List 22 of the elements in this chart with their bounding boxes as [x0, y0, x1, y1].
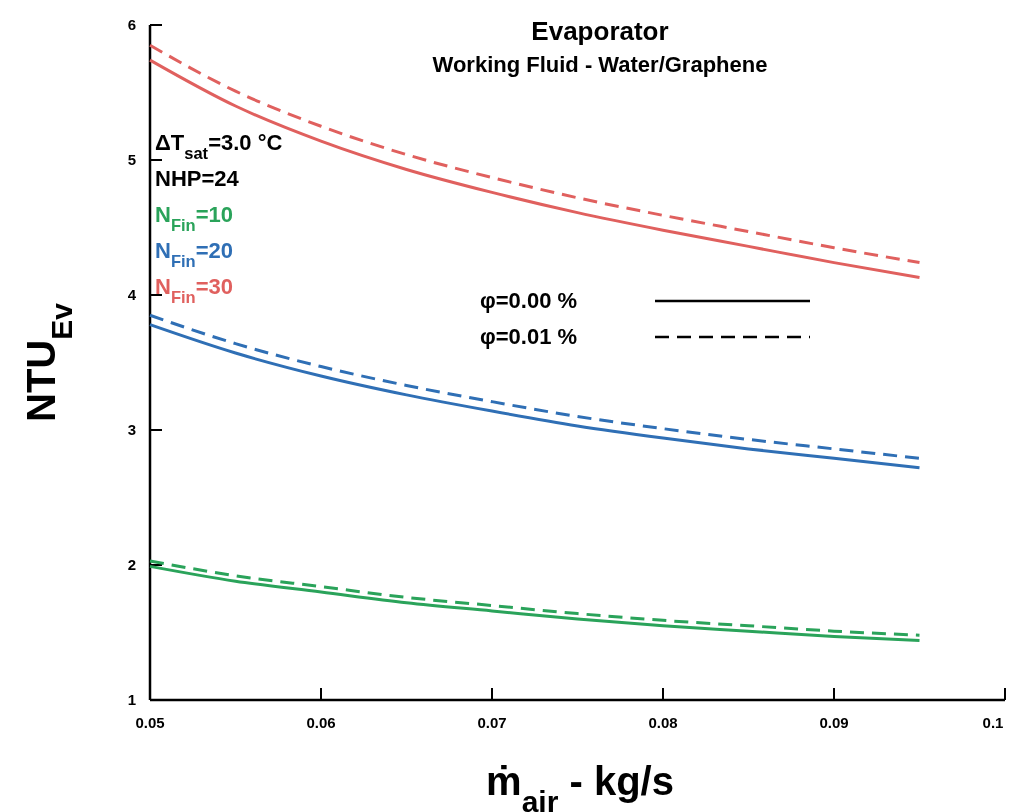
annotation: NHP=24 [155, 166, 240, 191]
y-tick-label: 2 [127, 556, 136, 573]
y-tick-label: 1 [127, 691, 136, 708]
text: N$_{Fin}$=20 [155, 238, 233, 270]
annotation: ΔT$_{sat}$=3.0 °C [155, 130, 283, 162]
text: N$_{Fin}$=10 [155, 202, 233, 234]
x-tick-label: 0.05 [135, 714, 165, 731]
x-tick-label: 0.06 [306, 714, 336, 731]
annotation: φ=0.00 % [480, 288, 578, 313]
x-tick-label: 0.07 [477, 714, 507, 731]
x-axis-title: ṁ$_{air}$ - kg/s [486, 759, 674, 812]
text: N$_{Fin}$=30 [155, 274, 233, 306]
y-tick-label: 6 [127, 16, 136, 33]
y-tick-label: 3 [127, 421, 136, 438]
text: Working Fluid - Water/Graphene [432, 52, 768, 77]
annotation: φ=0.01 % [480, 324, 578, 349]
y-tick-label: 5 [127, 151, 136, 168]
x-tick-label: 0.08 [648, 714, 678, 731]
chart-title: Evaporator [531, 16, 669, 46]
x-tick-label: 0.1 [982, 714, 1004, 731]
x-tick-label: 0.09 [819, 714, 849, 731]
y-tick-label: 4 [127, 286, 137, 303]
